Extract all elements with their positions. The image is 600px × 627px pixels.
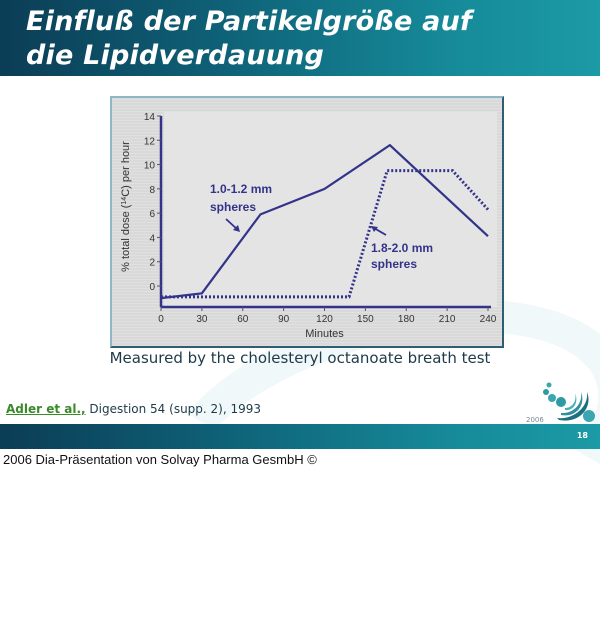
x-tick-label: 60 (237, 314, 249, 325)
solvay-logo-icon (543, 382, 595, 422)
y-tick-label: 12 (144, 136, 156, 147)
chart-caption: Measured by the cholesteryl octanoate br… (109, 349, 491, 367)
chart-frame: 0 2 4 6 8 10 12 14 0 30 60 90 120 150 180 210 240 Minutes… (110, 96, 504, 348)
page-number: 18 (576, 431, 588, 440)
annotation-large-spheres: 1.8-2.0 mm (371, 241, 433, 255)
copyright-notice: 2006 Dia-Präsentation von Solvay Pharma … (3, 452, 317, 467)
annotation-small-spheres: 1.0-1.2 mm (210, 182, 272, 196)
y-tick-label: 4 (149, 233, 155, 244)
y-tick-label: 8 (149, 185, 155, 196)
y-tick-label: 6 (149, 209, 155, 220)
annotation-large-spheres: spheres (371, 257, 417, 271)
x-tick-label: 240 (480, 314, 497, 325)
x-tick-label: 180 (398, 314, 415, 325)
annotation-small-spheres: spheres (210, 200, 256, 214)
citation-source: Digestion 54 (supp. 2), 1993 (85, 402, 262, 416)
x-tick-label: 90 (278, 314, 290, 325)
citation-author-link[interactable]: Adler et al., (6, 402, 86, 416)
plot-area (164, 112, 497, 307)
x-tick-label: 150 (357, 314, 374, 325)
slide-title-line2: die Lipidverdauung (26, 40, 325, 71)
x-tick-label: 30 (196, 314, 208, 325)
y-tick-label: 10 (144, 161, 156, 172)
y-axis-label: % total dose (14C) per hour (120, 141, 132, 272)
line-chart: 0 2 4 6 8 10 12 14 0 30 60 90 120 150 180 210 240 Minutes… (120, 112, 497, 340)
y-tick-label: 14 (144, 112, 156, 123)
y-tick-label: 2 (149, 258, 155, 269)
series-line-2 (161, 169, 490, 299)
x-tick-label: 210 (439, 314, 456, 325)
footer-bar: 18 (0, 424, 600, 449)
citation: Adler et al., Digestion 54 (supp. 2), 19… (6, 402, 261, 416)
x-axis-label: Minutes (305, 328, 344, 340)
y-tick-label: 0 (149, 282, 155, 293)
x-tick-label: 120 (316, 314, 333, 325)
title-bar: Einfluß der Partikelgröße auf die Lipidv… (0, 0, 600, 76)
series-line-1 (160, 143, 489, 300)
x-tick-label: 0 (158, 314, 164, 325)
logo-year: 2006 (526, 416, 544, 424)
slide-title: Einfluß der Partikelgröße auf die Lipidv… (26, 5, 472, 73)
slide-title-line1: Einfluß der Partikelgröße auf (26, 6, 472, 37)
